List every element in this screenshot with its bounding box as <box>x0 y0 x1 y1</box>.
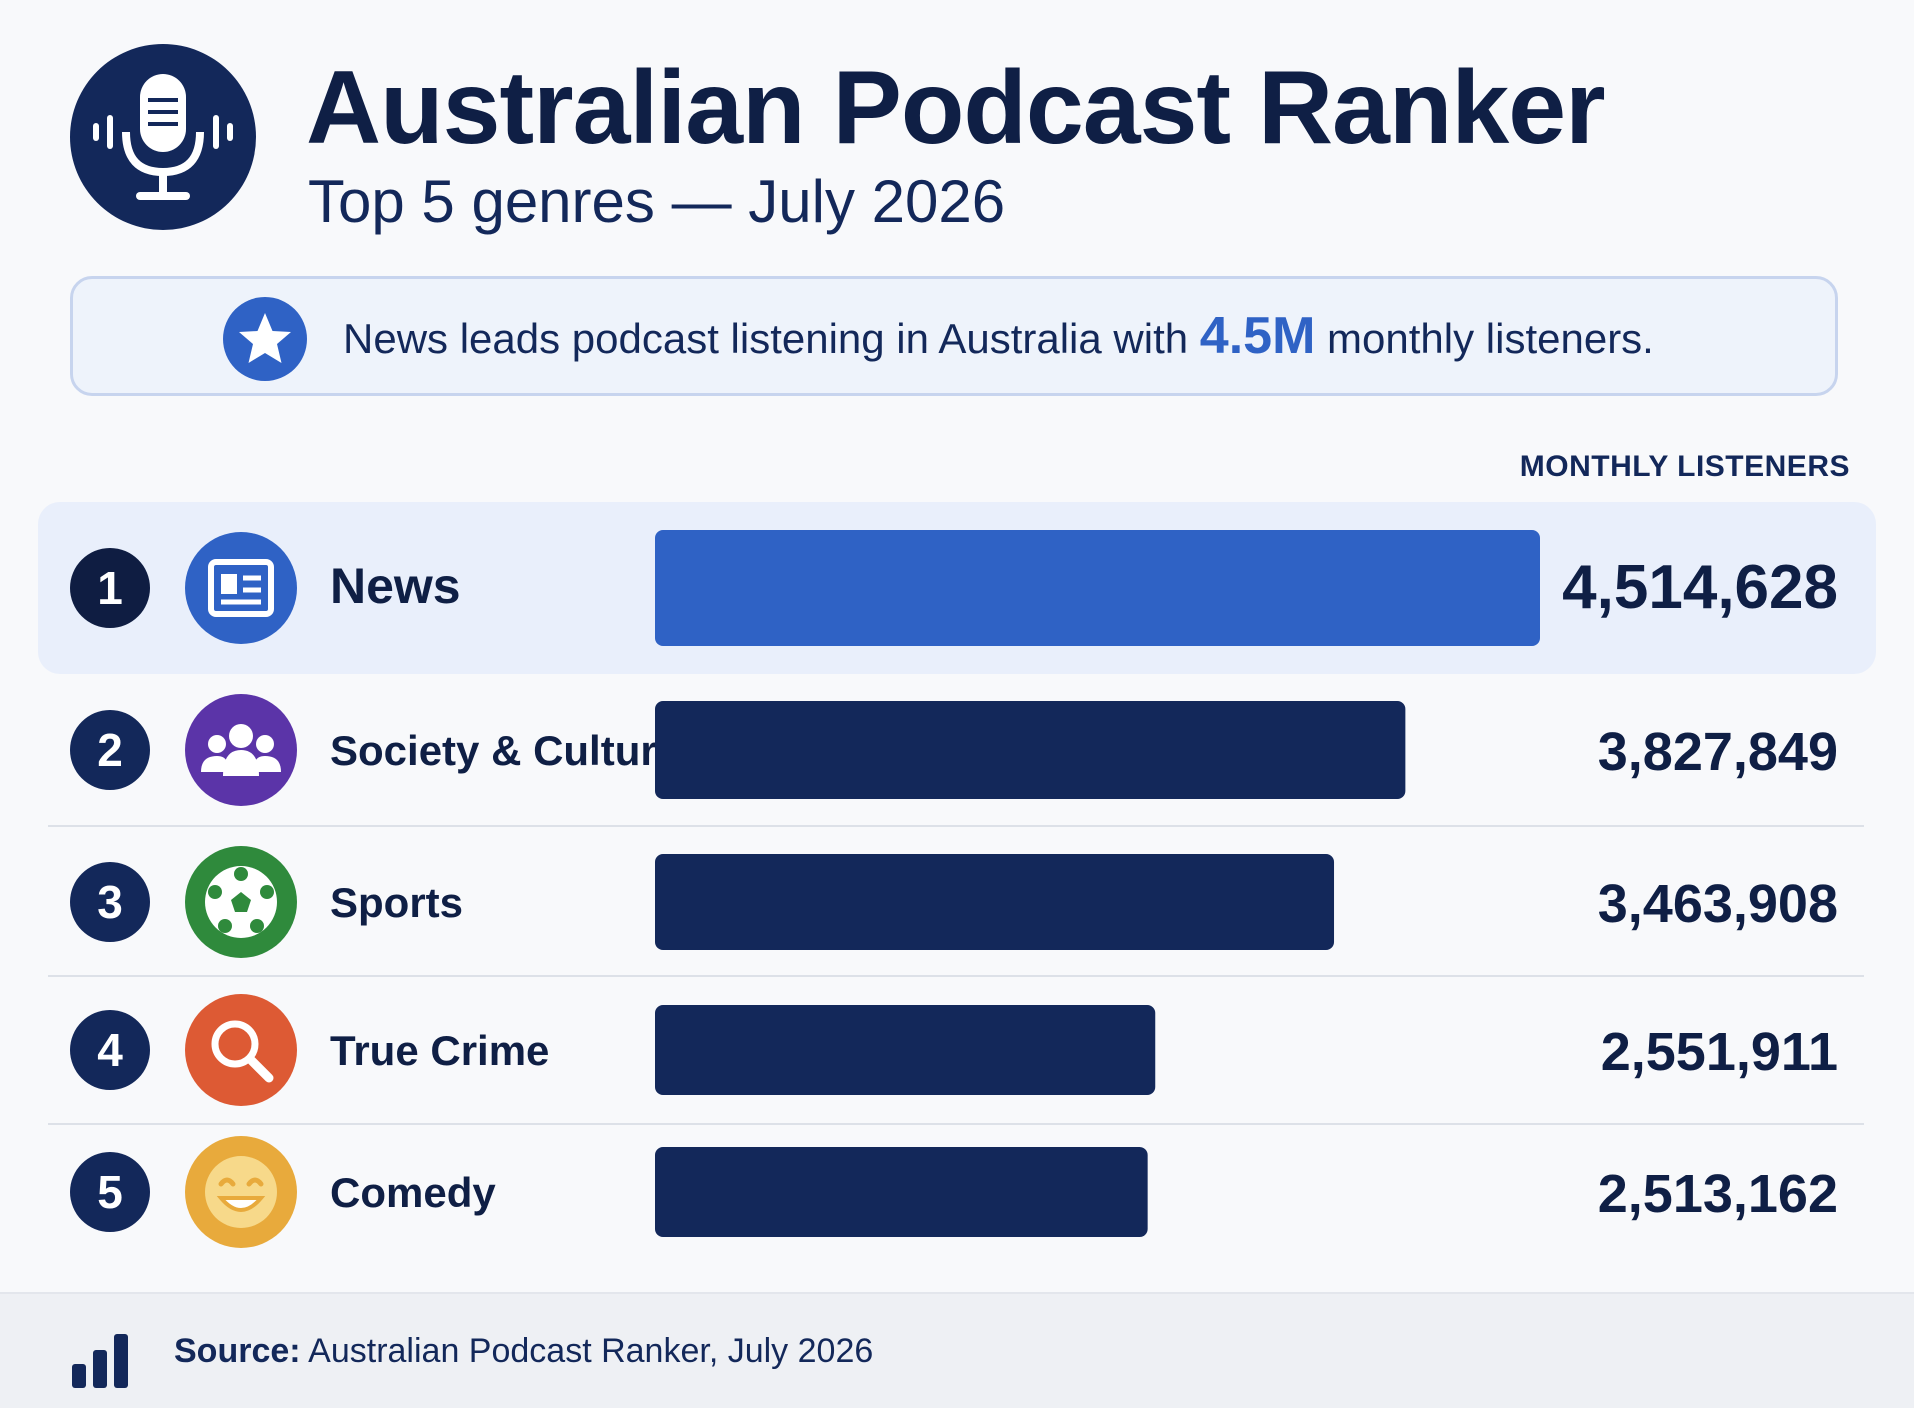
banner-text-before: News leads podcast listening in Australi… <box>343 315 1200 362</box>
source-note: Source: Australian Podcast Ranker, July … <box>174 1294 873 1408</box>
footer: Source: Australian Podcast Ranker, July … <box>0 1292 1914 1408</box>
magnifying-glass-icon <box>185 994 297 1106</box>
bar <box>655 1005 1156 1095</box>
ranking-row: 2 Society & Culture 3,827,849 <box>70 694 1838 806</box>
banner-text-after: monthly listeners. <box>1315 315 1654 362</box>
genre-label: Comedy <box>330 1169 496 1216</box>
bar-chart-icon <box>72 1334 128 1388</box>
newspaper-icon <box>185 532 297 644</box>
ranking-row: 3 Sports 3,463,908 <box>70 846 1838 958</box>
page-subtitle: Top 5 genres — July 2026 <box>308 168 1006 235</box>
microphone-soundwave-icon <box>70 44 256 230</box>
highlight-banner: News leads podcast listening in Australi… <box>70 276 1838 396</box>
genre-label: Sports <box>330 879 463 926</box>
bar <box>655 701 1406 799</box>
rank-number: 1 <box>97 562 123 614</box>
rank-badge <box>70 862 150 942</box>
banner-highlight-value: 4.5M <box>1199 307 1316 365</box>
rank-number: 4 <box>97 1024 123 1076</box>
source-label: Source: <box>174 1332 301 1370</box>
source-text: Australian Podcast Ranker, July 2026 <box>300 1332 874 1370</box>
banner-text: News leads podcast listening in Australi… <box>343 279 1654 393</box>
people-group-icon <box>185 694 297 806</box>
genre-label: Society & Culture <box>330 727 680 774</box>
rank-badge <box>70 548 150 628</box>
column-header: MONTHLY LISTENERS <box>1519 450 1850 483</box>
rank-number: 5 <box>97 1166 123 1218</box>
ranking-row: 4 True Crime 2,551,911 <box>70 994 1838 1106</box>
ranking-row: 5 Comedy 2,513,162 <box>70 1136 1838 1248</box>
soccer-ball-icon <box>185 846 297 958</box>
value-label: 3,463,908 <box>1598 874 1838 934</box>
value-label: 2,513,162 <box>1598 1164 1838 1224</box>
header: Australian Podcast Ranker Top 5 genres —… <box>70 44 1850 235</box>
bar <box>655 1147 1148 1237</box>
bar <box>655 530 1540 646</box>
ranking-bar-chart: 1 News 4,514,628 2 Society & Culture 3,827,84… <box>38 502 1876 1248</box>
value-label: 2,551,911 <box>1601 1022 1838 1082</box>
smiley-face-icon <box>185 1136 297 1248</box>
rank-number: 3 <box>97 876 123 928</box>
rank-number: 2 <box>97 724 123 776</box>
ranking-row: 1 News 4,514,628 <box>70 530 1838 646</box>
rank-badge <box>70 710 150 790</box>
value-label: 3,827,849 <box>1598 722 1838 782</box>
rank-badge <box>70 1152 150 1232</box>
genre-label: True Crime <box>330 1027 549 1074</box>
star-icon <box>223 297 307 381</box>
rank-badge <box>70 1010 150 1090</box>
bar <box>655 854 1335 950</box>
genre-label: News <box>330 558 461 614</box>
page-title: Australian Podcast Ranker <box>306 50 1606 166</box>
value-label: 4,514,628 <box>1562 553 1838 622</box>
